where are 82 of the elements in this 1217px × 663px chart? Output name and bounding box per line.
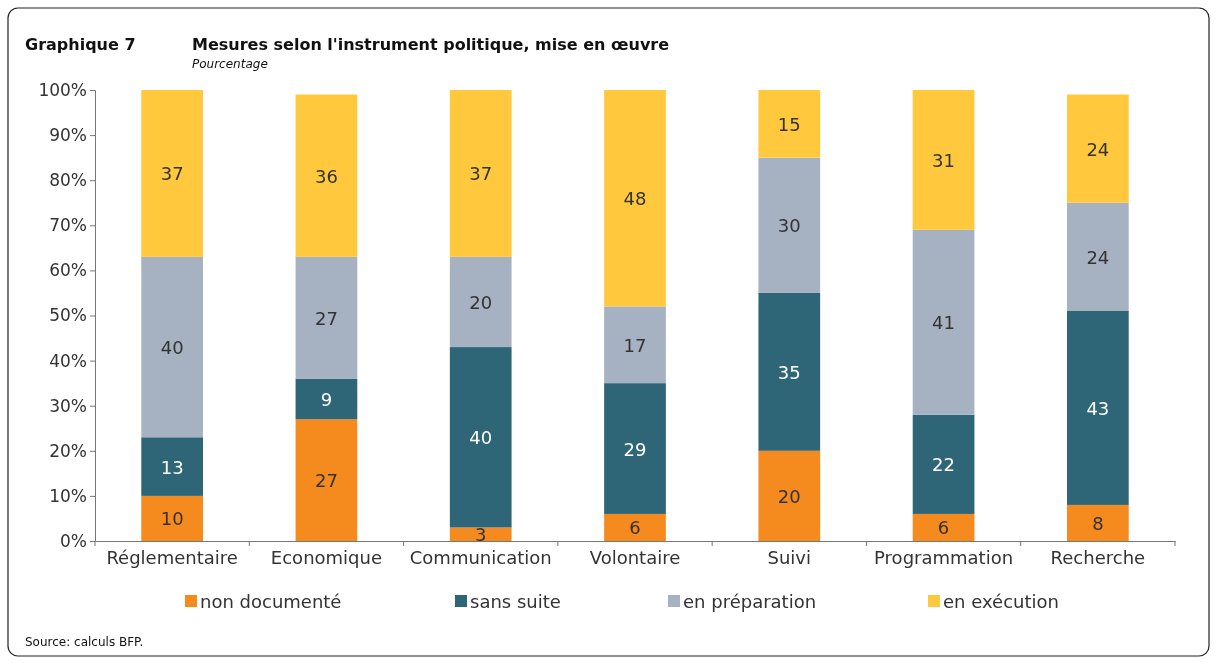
data-label: 36	[314, 165, 338, 187]
bar	[295, 419, 358, 541]
bar	[758, 292, 821, 451]
data-label: 37	[160, 163, 184, 185]
bar	[912, 90, 975, 230]
bar	[604, 306, 666, 384]
legend-label: en exécution	[943, 591, 1059, 612]
data-label: 15	[777, 113, 801, 135]
chart-subtitle: Pourcentage	[192, 57, 268, 71]
bar	[1067, 504, 1129, 541]
data-label: 43	[1086, 397, 1110, 419]
bar	[1067, 310, 1129, 505]
y-tick-label: 80%	[49, 170, 87, 191]
data-label: 9	[320, 388, 333, 410]
data-label: 20	[469, 291, 493, 313]
x-tick-label: Réglementaire	[106, 546, 238, 568]
bar	[1067, 94, 1129, 203]
legend-label: non documenté	[200, 591, 342, 612]
bar	[141, 437, 203, 496]
x-tick-label: Communication	[409, 546, 552, 568]
data-label: 24	[1086, 138, 1110, 160]
bar	[912, 414, 975, 514]
data-label: 3	[474, 524, 487, 546]
data-label: 41	[932, 312, 956, 334]
data-label: 24	[1086, 246, 1110, 268]
data-label: 27	[314, 470, 338, 492]
chart-title: Mesures selon l'instrument politique, mise en œuvre	[192, 35, 670, 54]
bar	[449, 90, 512, 257]
bar	[141, 495, 203, 541]
data-label: 40	[469, 427, 493, 449]
y-tick-label: 50%	[49, 305, 87, 326]
data-label: 27	[314, 307, 338, 329]
data-label: 6	[937, 517, 950, 539]
y-tick-label: 60%	[49, 260, 87, 281]
y-tick-label: 0%	[60, 530, 87, 551]
data-label: 8	[1092, 512, 1104, 534]
bar	[604, 90, 666, 307]
data-label: 37	[469, 163, 493, 185]
legend-label: en préparation	[683, 591, 817, 612]
bar	[449, 347, 512, 528]
data-label: 10	[160, 508, 184, 530]
bar	[758, 157, 821, 293]
bar	[1067, 202, 1129, 311]
data-label: 22	[932, 454, 956, 476]
y-tick-label: 10%	[49, 485, 87, 506]
data-label: 40	[160, 337, 184, 359]
data-label: 13	[160, 456, 184, 478]
bar	[912, 513, 975, 541]
y-tick-label: 30%	[49, 395, 87, 416]
bar	[604, 513, 666, 541]
y-tick-label: 70%	[49, 215, 87, 236]
bar	[295, 378, 358, 420]
bar	[758, 90, 821, 158]
bar	[758, 450, 821, 541]
data-label: 48	[623, 188, 647, 210]
y-tick-label: 90%	[49, 125, 87, 146]
data-label: 17	[623, 334, 647, 356]
legend-label: sans suite	[470, 591, 561, 612]
bar	[295, 94, 358, 257]
data-label: 30	[777, 215, 801, 237]
bar	[141, 256, 203, 438]
y-tick-label: 100%	[38, 79, 87, 100]
bar	[449, 527, 512, 541]
data-label: 6	[629, 517, 641, 539]
x-tick-label: Recherche	[1050, 546, 1146, 568]
y-tick-label: 40%	[49, 350, 87, 371]
x-tick-label: Suivi	[767, 546, 812, 568]
bar	[912, 229, 975, 415]
x-tick-label: Programmation	[874, 546, 1014, 568]
bar	[295, 256, 358, 379]
bar	[449, 256, 512, 348]
source-note: Source: calculs BFP.	[25, 635, 144, 649]
x-tick-label: Volontaire	[589, 546, 681, 568]
y-tick-label: 20%	[49, 440, 87, 461]
bar	[141, 90, 203, 257]
text: Graphique 7	[25, 35, 136, 54]
x-tick-label: Economique	[270, 546, 383, 568]
data-label: 29	[623, 438, 647, 460]
bar	[604, 383, 666, 514]
data-label: 20	[777, 485, 801, 507]
data-label: 35	[777, 361, 801, 383]
data-label: 31	[932, 149, 956, 171]
